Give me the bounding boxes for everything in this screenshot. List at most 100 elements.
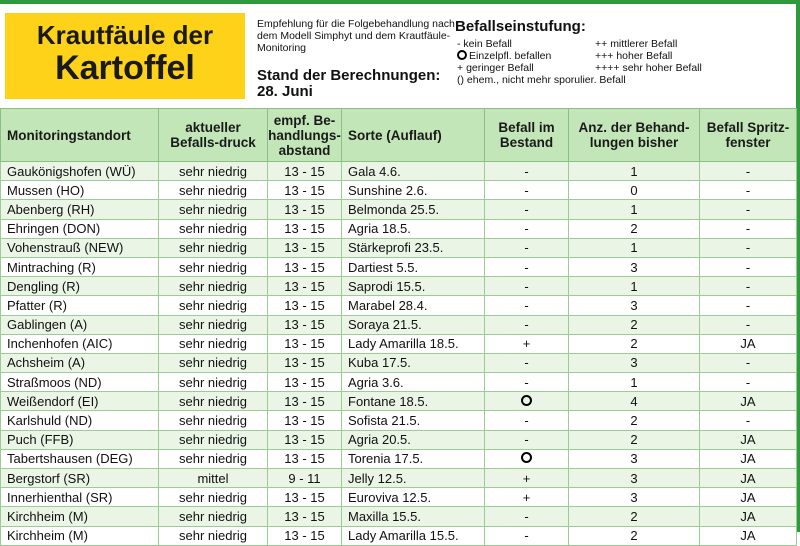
cell-infestation: -	[484, 180, 569, 201]
cell-interval: 13 - 15	[267, 525, 342, 546]
cell-treatments: 2	[568, 525, 700, 546]
cell-site: Straßmoos (ND)	[0, 372, 159, 393]
cell-variety: Lady Amarilla 18.5.	[341, 333, 485, 354]
table-row: Puch (FFB) sehr niedrig 13 - 15 Agria 20.5.…	[0, 429, 797, 450]
cell-site: Abenberg (RH)	[0, 199, 159, 220]
cell-spray-window: JA	[699, 487, 797, 508]
legend-symbol: -	[457, 38, 461, 50]
legend-left-entry: Einzelpfl. befallen	[457, 50, 551, 62]
cell-pressure: sehr niedrig	[158, 429, 268, 450]
legend-symbol: ++++	[595, 62, 620, 74]
cell-site: Pfatter (R)	[0, 295, 159, 316]
legend-text: Einzelpfl. befallen	[469, 50, 552, 62]
cell-site: Gablingen (A)	[0, 314, 159, 335]
cell-variety: Agria 20.5.	[341, 429, 485, 450]
table-row: Abenberg (RH) sehr niedrig 13 - 15 Belmonda…	[0, 199, 797, 220]
page-title-line2: Kartoffel	[55, 49, 195, 87]
cell-site: Dengling (R)	[0, 276, 159, 297]
cell-interval: 13 - 15	[267, 237, 342, 258]
cell-variety: Fontane 18.5.	[341, 391, 485, 412]
cell-interval: 13 - 15	[267, 199, 342, 220]
cell-site: Mintraching (R)	[0, 256, 159, 278]
cell-infestation: -	[484, 199, 569, 220]
cell-infestation: -	[484, 314, 569, 335]
cell-pressure: sehr niedrig	[158, 237, 268, 258]
cell-infestation: +	[484, 467, 569, 489]
cell-spray-window: JA	[699, 391, 797, 412]
cell-infestation: -	[484, 525, 569, 546]
calculation-date: 28. Juni	[257, 83, 313, 100]
cell-spray-window: -	[699, 237, 797, 258]
legend-symbol: +++	[595, 50, 614, 62]
cell-pressure: sehr niedrig	[158, 333, 268, 354]
cell-treatments: 3	[568, 467, 700, 489]
table-body: Gaukönigshofen (WÜ) sehr niedrig 13 - 15 Ga…	[0, 160, 797, 546]
legend-text: geringer Befall	[466, 62, 534, 74]
cell-interval: 9 - 11	[267, 467, 342, 489]
cell-pressure: sehr niedrig	[158, 180, 268, 201]
cell-infestation	[484, 391, 569, 412]
cell-spray-window: -	[699, 180, 797, 201]
cell-spray-window: -	[699, 314, 797, 335]
cell-interval: 13 - 15	[267, 180, 342, 201]
cell-variety: Saprodi 15.5.	[341, 276, 485, 297]
legend-title: Befallseinstufung:	[455, 18, 586, 35]
column-header-treatments: Anz. der Behand-lungen bisher	[568, 108, 700, 162]
cell-site: Kirchheim (M)	[0, 506, 159, 527]
cell-site: Inchenhofen (AIC)	[0, 333, 159, 354]
column-header-spray-window: Befall Spritz-fenster	[699, 108, 797, 162]
cell-spray-window: JA	[699, 429, 797, 450]
cell-spray-window: -	[699, 160, 797, 182]
cell-spray-window: -	[699, 276, 797, 297]
monitoring-table: Monitoringstandort aktueller Befalls-dru…	[0, 108, 797, 546]
cell-treatments: 2	[568, 410, 700, 431]
cell-variety: Sunshine 2.6.	[341, 180, 485, 201]
cell-infestation: -	[484, 237, 569, 258]
legend-symbol: ++	[595, 38, 608, 50]
cell-interval: 13 - 15	[267, 429, 342, 450]
table-header-row: Monitoringstandort aktueller Befalls-dru…	[0, 108, 797, 162]
cell-pressure: sehr niedrig	[158, 218, 268, 239]
cell-interval: 13 - 15	[267, 333, 342, 354]
cell-spray-window: JA	[699, 333, 797, 354]
cell-interval: 13 - 15	[267, 218, 342, 239]
legend-text: sehr hoher Befall	[622, 62, 702, 74]
cell-interval: 13 - 15	[267, 352, 342, 374]
legend-text: mittlerer Befall	[610, 38, 678, 50]
table-row: Achsheim (A) sehr niedrig 13 - 15 Kuba 17.5…	[0, 352, 797, 374]
table-row: Karlshuld (ND) sehr niedrig 13 - 15 Sofista…	[0, 410, 797, 431]
title-box: Krautfäule der Kartoffel	[5, 13, 245, 99]
table-row: Mintraching (R) sehr niedrig 13 - 15 Dartie…	[0, 256, 797, 278]
legend-symbol: +	[457, 62, 464, 74]
cell-infestation: -	[484, 372, 569, 393]
cell-treatments: 1	[568, 237, 700, 258]
cell-spray-window: -	[699, 199, 797, 220]
cell-variety: Euroviva 12.5.	[341, 487, 485, 508]
table-row: Vohenstrauß (NEW) sehr niedrig 13 - 15 Stär…	[0, 237, 797, 258]
cell-variety: Soraya 21.5.	[341, 314, 485, 335]
cell-treatments: 1	[568, 276, 700, 297]
cell-treatments: 0	[568, 180, 700, 201]
cell-infestation: -	[484, 352, 569, 374]
table-row: Gaukönigshofen (WÜ) sehr niedrig 13 - 15 Ga…	[0, 160, 797, 182]
column-header-site: Monitoringstandort	[0, 108, 159, 162]
cell-site: Karlshuld (ND)	[0, 410, 159, 431]
cell-spray-window: -	[699, 410, 797, 431]
column-header-pressure: aktueller Befalls-druck	[158, 108, 268, 162]
legend-left-entry: - kein Befall	[457, 38, 512, 50]
table-row: Weißendorf (EI) sehr niedrig 13 - 15 Fontan…	[0, 391, 797, 412]
cell-infestation	[484, 448, 569, 470]
legend-right-entry: ++ mittlerer Befall	[595, 38, 677, 50]
table-row: Kirchheim (M) sehr niedrig 13 - 15 Lady Ama…	[0, 525, 797, 546]
cell-site: Weißendorf (EI)	[0, 391, 159, 412]
cell-interval: 13 - 15	[267, 391, 342, 412]
cell-treatments: 2	[568, 506, 700, 527]
cell-pressure: sehr niedrig	[158, 372, 268, 393]
cell-pressure: sehr niedrig	[158, 506, 268, 527]
cell-infestation: -	[484, 160, 569, 182]
cell-interval: 13 - 15	[267, 256, 342, 278]
cell-spray-window: -	[699, 256, 797, 278]
table-row: Straßmoos (ND) sehr niedrig 13 - 15 Agria 3…	[0, 372, 797, 393]
cell-site: Puch (FFB)	[0, 429, 159, 450]
table-row: Dengling (R) sehr niedrig 13 - 15 Saprodi 1…	[0, 276, 797, 297]
